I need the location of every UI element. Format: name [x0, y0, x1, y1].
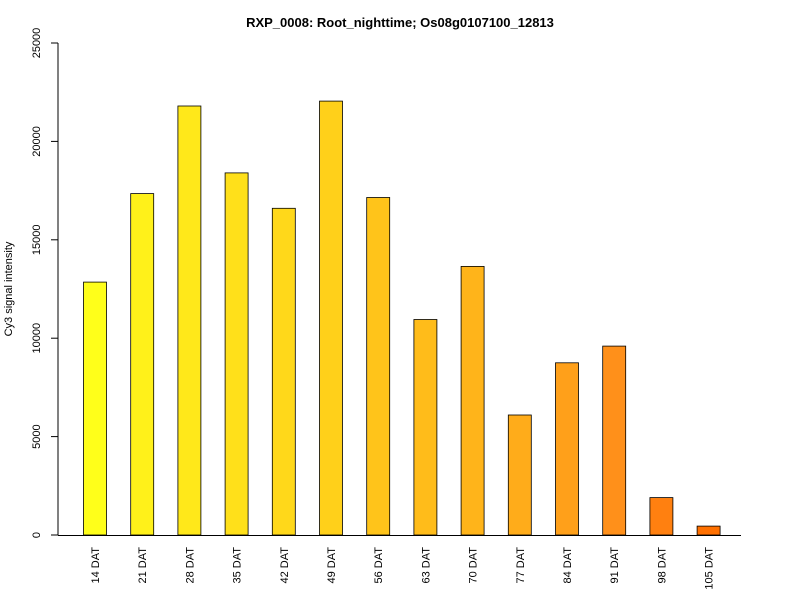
y-tick-label: 15000 [31, 225, 43, 256]
x-tick-label: 14 DAT [90, 547, 102, 584]
x-tick-label: 91 DAT [609, 547, 621, 584]
y-tick-label: 25000 [31, 28, 43, 59]
bar [507, 414, 532, 536]
x-tick-label: 77 DAT [515, 547, 527, 584]
y-tick-label: 20000 [31, 126, 43, 157]
x-tick-label: 56 DAT [373, 547, 385, 584]
bar [177, 105, 202, 536]
bar [555, 362, 579, 536]
x-tick-label: 63 DAT [420, 547, 432, 584]
x-tick-label: 42 DAT [279, 547, 291, 584]
y-axis: 0 5000 10000 15000 20000 25000 [31, 28, 59, 538]
bar [649, 497, 674, 536]
x-tick-label: 28 DAT [184, 547, 196, 584]
x-tick-label: 105 DAT [704, 547, 716, 590]
y-tick-label: 0 [31, 532, 43, 538]
bars [83, 100, 721, 536]
bar [696, 525, 721, 536]
bar [271, 207, 296, 536]
x-tick-label: 70 DAT [468, 547, 480, 584]
bar [224, 172, 249, 536]
y-tick-label: 5000 [31, 424, 43, 448]
y-axis-label: Cy3 signal intensity [3, 241, 15, 336]
x-tick-label: 35 DAT [232, 547, 244, 584]
x-tick-label: 98 DAT [656, 547, 668, 584]
bar [413, 319, 438, 536]
bar [460, 265, 485, 536]
bar [319, 100, 343, 536]
bar [366, 197, 391, 536]
bar [602, 345, 627, 536]
x-tick-label: 21 DAT [137, 547, 149, 584]
bar [83, 281, 107, 536]
bar [130, 193, 155, 536]
chart-title: RXP_0008: Root_nighttime; Os08g0107100_1… [246, 15, 554, 30]
x-tick-labels: 14 DAT 21 DAT 28 DAT 35 DAT 42 DAT 49 DAT 56 D… [90, 547, 716, 590]
x-tick-label: 49 DAT [326, 547, 338, 584]
y-tick-label: 10000 [31, 323, 43, 354]
x-tick-label: 84 DAT [562, 547, 574, 584]
